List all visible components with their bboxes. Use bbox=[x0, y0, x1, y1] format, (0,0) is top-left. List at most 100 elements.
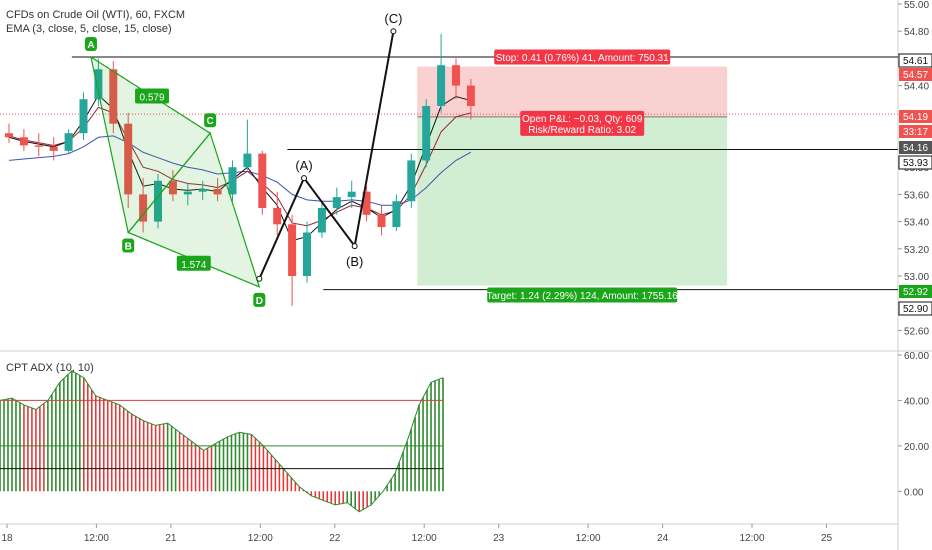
candle-body bbox=[243, 153, 252, 168]
time-tick-label: 12:00 bbox=[576, 533, 601, 544]
adx-line bbox=[0, 370, 444, 513]
candle-body bbox=[228, 167, 237, 195]
price-badge-label: 54.61 bbox=[903, 56, 928, 67]
adx-tick-label: 40.00 bbox=[904, 396, 929, 407]
candle-body bbox=[466, 85, 475, 106]
price-badge bbox=[898, 301, 932, 316]
adx-tick-label: 60.00 bbox=[904, 351, 929, 362]
candle-body bbox=[347, 191, 356, 198]
time-tick-label: 18 bbox=[1, 533, 13, 544]
time-tick-label: 12:00 bbox=[739, 533, 764, 544]
candle-body bbox=[139, 194, 148, 222]
price-tick-label: 52.60 bbox=[904, 326, 929, 337]
time-tick-label: 21 bbox=[165, 533, 177, 544]
price-badge-label: 52.90 bbox=[903, 304, 928, 315]
candle-body bbox=[19, 137, 28, 146]
pnl-label-box bbox=[520, 110, 645, 136]
candle-body bbox=[79, 99, 88, 134]
open-pnl-label: Open P&L: −0.03, Qty: 609 bbox=[522, 114, 643, 125]
candle-body bbox=[34, 145, 43, 147]
candle-body bbox=[198, 188, 207, 192]
ema-legend: EMA (3, close, 5, close, 15, close) bbox=[6, 23, 172, 35]
price-badge bbox=[899, 285, 932, 298]
candle-body bbox=[422, 106, 431, 161]
pattern-point-label: C bbox=[207, 116, 214, 127]
price-badge-label: 53.93 bbox=[903, 158, 928, 169]
candle-body bbox=[49, 146, 58, 151]
price-tick-label: 53.20 bbox=[904, 245, 929, 256]
price-badge-label: 33:17 bbox=[903, 127, 928, 138]
time-tick-label: 12:00 bbox=[248, 533, 273, 544]
adx-title: CPT ADX (10, 10) bbox=[6, 362, 94, 374]
wave-point bbox=[390, 28, 397, 35]
price-badge bbox=[899, 125, 932, 138]
target-label: Target: 1.24 (2.29%) 124, Amount: 1755.1… bbox=[487, 291, 679, 302]
wave-point bbox=[351, 243, 358, 250]
wave-point bbox=[301, 175, 308, 182]
price-tick-label: 54.80 bbox=[904, 27, 929, 38]
pattern-ratio-label: 0.579 bbox=[140, 92, 165, 103]
candle-body bbox=[168, 180, 177, 195]
pattern-point-badge bbox=[204, 113, 217, 128]
price-tick-label: 53.40 bbox=[904, 218, 929, 229]
time-tick-label: 12:00 bbox=[84, 533, 109, 544]
pattern-point-badge bbox=[122, 238, 135, 253]
candle-body bbox=[5, 133, 13, 138]
time-tick-label: 23 bbox=[493, 533, 505, 544]
pattern-point-label: A bbox=[87, 40, 94, 51]
pattern-ratio-badge bbox=[135, 88, 170, 104]
target-zone bbox=[417, 116, 728, 286]
pattern-point-label: B bbox=[125, 241, 132, 252]
chart-legend: CFDs on Crude Oil (WTI), 60, FXCM EMA (3… bbox=[6, 8, 185, 36]
wave-label: (A) bbox=[295, 158, 312, 173]
price-badge bbox=[898, 155, 932, 170]
candle-body bbox=[288, 224, 297, 276]
candle-body bbox=[64, 133, 73, 151]
stop-zone bbox=[417, 66, 728, 117]
price-badge-label: 54.57 bbox=[903, 70, 928, 81]
pattern-ratio-badge bbox=[176, 255, 211, 271]
candle-body bbox=[392, 201, 401, 228]
price-tick-label: 53.00 bbox=[904, 272, 929, 283]
pattern-ratio-label: 1.574 bbox=[181, 260, 206, 271]
price-tick-label: 55.00 bbox=[904, 0, 929, 11]
time-tick-label: 25 bbox=[821, 533, 833, 544]
wave-label: (B) bbox=[346, 254, 363, 269]
candle-body bbox=[273, 208, 282, 225]
price-badge bbox=[898, 53, 932, 68]
price-badge-label: 52.92 bbox=[903, 287, 928, 298]
candle-body bbox=[154, 180, 162, 222]
stop-label: Stop: 0.41 (0.76%) 41, Amount: 750.31 bbox=[496, 53, 669, 64]
candle-body bbox=[377, 214, 386, 228]
time-tick-label: 12:00 bbox=[412, 533, 437, 544]
target-label-box bbox=[487, 287, 678, 303]
price-tick-label: 53.60 bbox=[904, 190, 929, 201]
candle-body bbox=[94, 69, 103, 100]
price-badge bbox=[899, 68, 932, 81]
candle-body bbox=[362, 191, 371, 215]
price-badge-label: 54.16 bbox=[903, 143, 928, 154]
candle-body bbox=[124, 123, 133, 195]
price-badge bbox=[899, 110, 932, 123]
pattern-point-badge bbox=[84, 37, 97, 52]
pattern-point-badge bbox=[253, 292, 266, 307]
candle-body bbox=[437, 65, 446, 106]
candle-body bbox=[452, 65, 460, 86]
price-tick-label: 54.40 bbox=[904, 82, 929, 93]
adx-legend: CPT ADX (10, 10) bbox=[6, 361, 94, 375]
adx-tick-label: 20.00 bbox=[904, 442, 929, 453]
price-badge bbox=[899, 141, 932, 154]
symbol-title: CFDs on Crude Oil (WTI), 60, FXCM bbox=[6, 9, 186, 21]
pattern-point-label: D bbox=[256, 296, 263, 307]
candle-body bbox=[258, 153, 267, 208]
candle-body bbox=[303, 232, 311, 276]
time-tick-label: 24 bbox=[657, 533, 669, 544]
risk-reward-label: Risk/Reward Ratio: 3.02 bbox=[528, 125, 636, 136]
wave-path bbox=[258, 31, 395, 280]
time-tick-label: 22 bbox=[329, 533, 341, 544]
candle-body bbox=[109, 69, 118, 124]
candle-body bbox=[213, 188, 222, 195]
adx-tick-label: 0.00 bbox=[904, 487, 924, 498]
candle-body bbox=[332, 197, 341, 208]
